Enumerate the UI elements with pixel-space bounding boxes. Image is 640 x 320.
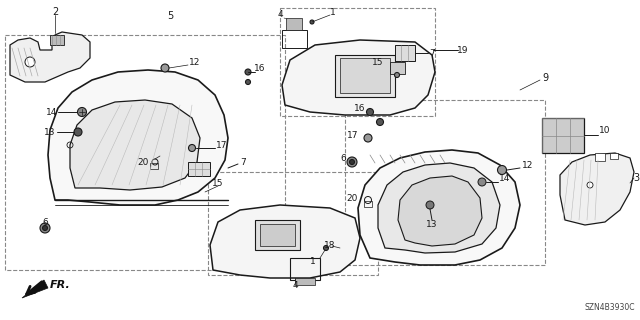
Text: 2: 2 <box>52 7 58 17</box>
Bar <box>188 162 210 176</box>
Polygon shape <box>282 40 435 115</box>
Text: 16: 16 <box>254 63 266 73</box>
Bar <box>282 30 307 48</box>
Polygon shape <box>210 205 360 278</box>
Circle shape <box>323 245 328 251</box>
Text: 13: 13 <box>426 220 438 228</box>
Bar <box>345 100 545 265</box>
Bar <box>260 224 295 246</box>
Text: 16: 16 <box>353 103 365 113</box>
Bar <box>335 55 395 97</box>
Text: 5: 5 <box>167 11 173 21</box>
Text: 7: 7 <box>429 49 435 58</box>
Circle shape <box>347 157 357 167</box>
Text: 14: 14 <box>499 173 511 182</box>
Bar <box>255 220 300 250</box>
Bar <box>208 172 378 275</box>
Bar <box>290 258 320 280</box>
Polygon shape <box>10 32 90 82</box>
Text: 12: 12 <box>189 58 201 67</box>
Text: 17: 17 <box>346 131 358 140</box>
Text: 1: 1 <box>330 7 336 17</box>
Text: 13: 13 <box>44 127 56 137</box>
Circle shape <box>394 73 399 77</box>
Text: 19: 19 <box>457 45 468 54</box>
Polygon shape <box>398 176 482 246</box>
Text: 14: 14 <box>46 108 58 116</box>
Polygon shape <box>70 100 200 190</box>
Circle shape <box>245 69 251 75</box>
Polygon shape <box>48 70 228 205</box>
Circle shape <box>25 57 35 67</box>
Circle shape <box>367 108 374 116</box>
Polygon shape <box>560 153 634 225</box>
Text: 15: 15 <box>212 179 224 188</box>
Circle shape <box>478 178 486 186</box>
Circle shape <box>587 182 593 188</box>
Polygon shape <box>22 280 48 298</box>
Bar <box>390 62 405 74</box>
Circle shape <box>497 165 506 174</box>
Circle shape <box>426 201 434 209</box>
Bar <box>5 35 285 270</box>
Text: 6: 6 <box>42 218 48 227</box>
Bar <box>595 153 605 161</box>
Text: 9: 9 <box>542 73 548 83</box>
Circle shape <box>42 226 47 230</box>
Bar <box>295 278 315 285</box>
Text: 15: 15 <box>371 58 383 67</box>
Text: 4: 4 <box>292 281 298 290</box>
Text: 10: 10 <box>599 125 611 134</box>
Circle shape <box>349 159 355 164</box>
Bar <box>286 18 302 30</box>
Bar <box>50 35 64 45</box>
Text: 3: 3 <box>633 173 639 183</box>
Text: SZN4B3930C: SZN4B3930C <box>584 303 635 312</box>
Circle shape <box>364 134 372 142</box>
Circle shape <box>74 128 82 136</box>
Bar <box>395 45 415 61</box>
Text: 1: 1 <box>310 258 316 267</box>
Circle shape <box>376 118 383 125</box>
Circle shape <box>77 108 86 116</box>
Bar <box>542 118 584 153</box>
Bar <box>364 201 372 207</box>
Bar <box>340 58 390 93</box>
Text: 20: 20 <box>347 194 358 203</box>
Circle shape <box>310 20 314 24</box>
Text: 7: 7 <box>240 157 246 166</box>
Text: 4: 4 <box>277 10 283 19</box>
Text: 6: 6 <box>340 154 346 163</box>
Text: 18: 18 <box>324 241 336 250</box>
Bar <box>150 163 158 169</box>
Text: FR.: FR. <box>50 280 71 290</box>
Polygon shape <box>378 163 500 253</box>
Bar <box>610 153 618 159</box>
Bar <box>280 8 435 116</box>
Polygon shape <box>358 150 520 265</box>
Circle shape <box>189 145 195 151</box>
Text: 20: 20 <box>138 157 148 166</box>
Text: 17: 17 <box>216 140 228 149</box>
Circle shape <box>246 79 250 84</box>
Circle shape <box>161 64 169 72</box>
Circle shape <box>40 223 50 233</box>
Text: 12: 12 <box>522 161 534 170</box>
